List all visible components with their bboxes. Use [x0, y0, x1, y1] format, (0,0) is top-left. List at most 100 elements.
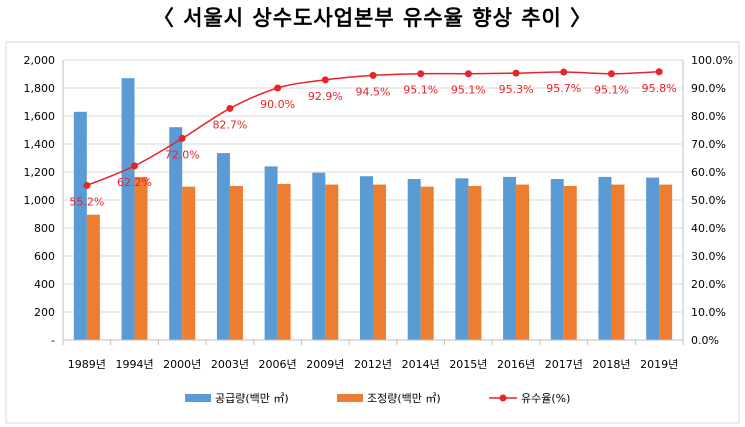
y-left-tick-label: 2,000: [24, 54, 56, 67]
bar-adjusted: [134, 176, 148, 340]
legend: 공급량(백만 ㎥) 조정량(백만 ㎥) 유수율(%): [185, 392, 570, 405]
bar-adjusted: [516, 184, 530, 340]
rate-point: [274, 84, 282, 92]
rate-point: [369, 71, 377, 79]
rate-point: [464, 70, 472, 78]
bar-adjusted: [86, 214, 100, 340]
x-tick-label: 2019년: [640, 358, 678, 371]
y-left-tick-label: -: [51, 334, 55, 347]
y-right-tick-label: 10.0%: [691, 306, 726, 319]
rate-data-label: 92.9%: [308, 90, 343, 103]
y-right-tick-label: 30.0%: [691, 250, 726, 263]
x-tick-label: 2009년: [306, 358, 344, 371]
bar-adjusted: [420, 186, 434, 340]
bar-adjusted: [373, 184, 386, 340]
rate-data-label: 95.7%: [546, 82, 581, 95]
y-right-tick-label: 80.0%: [691, 110, 726, 123]
bar-adjusted: [468, 186, 482, 340]
x-tick-label: 2014년: [402, 358, 440, 371]
rate-data-label: 82.7%: [212, 118, 247, 131]
rate-point: [226, 104, 234, 112]
bar-supply: [407, 179, 421, 340]
y-right-tick-label: 60.0%: [691, 166, 726, 179]
bar-adjusted: [229, 186, 243, 340]
grid-lines: [63, 59, 683, 313]
x-tick-label: 2015년: [449, 358, 487, 371]
rate-data-label: 94.5%: [356, 85, 391, 98]
x-tick-label: 2017년: [545, 358, 583, 371]
rate-point: [655, 68, 663, 76]
axes-group: - 200 400 600 800 1,000 1,200 1,400 1,600 1,800 2,…: [24, 54, 733, 371]
bar-supply: [646, 177, 660, 340]
y-left-tick-label: 1,600: [24, 110, 56, 123]
legend-label: 유수율(%): [521, 392, 570, 405]
rate-data-label: 95.1%: [403, 84, 438, 97]
x-tick-label: 2003년: [211, 358, 249, 371]
chart-title: 〈 서울시 상수도사업본부 유수율 향상 추이 〉: [152, 6, 593, 30]
bar-adjusted: [182, 186, 196, 340]
y-left-tick-label: 200: [34, 306, 55, 319]
legend-swatch-adjusted: [337, 394, 363, 402]
y-left-tick-label: 400: [34, 278, 55, 291]
rate-data-label: 62.2%: [117, 176, 152, 189]
y-right-tick-label: 0.0%: [691, 334, 719, 347]
bar-adjusted: [611, 184, 625, 340]
y-left-tick-label: 1,200: [24, 166, 56, 179]
rate-data-label: 55.2%: [69, 195, 104, 208]
rate-data-label: 95.1%: [451, 84, 486, 97]
rate-point: [417, 70, 425, 78]
rate-point: [512, 69, 520, 77]
bar-supply: [360, 176, 373, 340]
legend-label: 조정량(백만 ㎥): [367, 392, 441, 405]
y-left-tick-label: 1,800: [24, 82, 56, 95]
bar-supply: [312, 172, 326, 340]
bar-adjusted: [277, 183, 291, 340]
bars-group: [73, 78, 673, 340]
bar-adjusted: [325, 184, 339, 340]
bar-adjusted: [563, 186, 577, 340]
y-right-tick-label: 20.0%: [691, 278, 726, 291]
y-right-tick-label: 90.0%: [691, 82, 726, 95]
y-right-tick-label: 40.0%: [691, 222, 726, 235]
x-tick-label: 2012년: [354, 358, 392, 371]
x-tick-label: 2006년: [259, 358, 297, 371]
rate-point: [131, 162, 139, 170]
bar-supply: [216, 153, 230, 340]
y-right-tick-label: 100.0%: [691, 54, 733, 67]
x-tick-label: 2018년: [592, 358, 630, 371]
legend-label: 공급량(백만 ㎥): [215, 392, 289, 405]
y-left-tick-label: 600: [34, 250, 55, 263]
x-tick-label: 2016년: [497, 358, 535, 371]
line-group: 55.2% 62.2% 72.0% 82.7% 90.0% 92.9% 94.5% 95.1%…: [69, 68, 677, 208]
rate-point: [321, 76, 329, 84]
legend-swatch-supply: [185, 394, 211, 402]
y-right-tick-label: 50.0%: [691, 194, 726, 207]
rate-point: [83, 181, 91, 189]
x-tick-label: 2000년: [163, 358, 201, 371]
bar-supply: [598, 176, 612, 340]
bar-supply: [169, 127, 183, 340]
chart-frame: [5, 41, 740, 424]
legend-swatch-rate-marker: [499, 394, 507, 402]
bar-supply: [503, 176, 517, 340]
bar-adjusted: [659, 184, 673, 340]
bar-supply: [455, 178, 469, 340]
x-tick-label: 1989년: [68, 358, 106, 371]
x-tick-label: 1994년: [115, 358, 153, 371]
rate-data-label: 90.0%: [260, 98, 295, 111]
rate-data-label: 95.1%: [594, 84, 629, 97]
rate-data-label: 72.0%: [165, 148, 200, 161]
rate-data-label: 95.3%: [499, 83, 534, 96]
rate-point: [607, 70, 615, 78]
y-right-tick-label: 70.0%: [691, 138, 726, 151]
bar-supply: [550, 179, 564, 340]
y-left-tick-label: 800: [34, 222, 55, 235]
rate-point: [560, 68, 568, 76]
rate-data-label: 95.8%: [642, 82, 677, 95]
y-left-tick-label: 1,000: [24, 194, 56, 207]
bar-supply: [121, 78, 135, 340]
rate-point: [178, 134, 186, 142]
bar-supply: [264, 166, 278, 340]
y-left-tick-label: 1,400: [24, 138, 56, 151]
